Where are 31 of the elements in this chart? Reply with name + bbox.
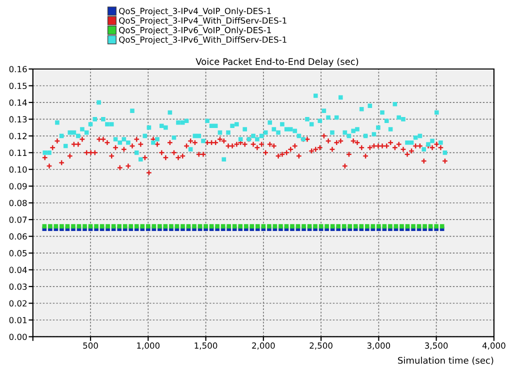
x-tick-label: 500 [83,342,98,349]
x-tick-label: 4,000 [482,342,506,350]
legend-label: QoS_Project_3-IPv4_VoIP_Only-DES-1 [119,8,271,16]
y-tick-label: 0.02 [9,300,27,307]
y-tick-label: 0.07 [9,216,27,223]
y-tick-label: 0.15 [9,82,27,90]
x-axis-title: Simulation time (sec) [398,356,494,365]
chart-title: Voice Packet End-to-End Delay (sec) [196,58,358,67]
y-tick-label: 0.13 [9,116,27,122]
y-tick-label: 0.11 [9,150,27,156]
x-tick-label: 1,000 [137,342,160,350]
legend-label: QoS_Project_3-IPv6_With_DiffServ-DES-1 [119,36,286,45]
y-tick-label: 0.03 [9,284,27,290]
x-tick-label: 3,500 [425,342,448,350]
legend-label: QoS_Project_3-IPv6_VoIP_Only-DES-1 [119,26,271,36]
y-tick-label: 0.10 [9,166,27,173]
y-tick-label: 0.14 [9,99,27,106]
y-tick-label: 0.05 [9,250,27,256]
x-tick-label: 3,000 [367,342,390,350]
y-tick-label: 0.08 [9,200,27,206]
x-tick-label: 2,500 [310,342,332,350]
y-tick-label: 0.00 [9,334,27,340]
y-tick-label: 0.06 [9,233,27,240]
y-tick-label: 0.12 [9,132,27,140]
y-tick-label: 0.09 [9,183,27,190]
x-tick-label: 1,500 [194,342,218,350]
y-tick-label: 0.01 [9,316,27,324]
y-tick-label: 0.04 [9,266,27,274]
legend-label: QoS_Project_3-IPv4_With_DiffServ-DES-1 [119,17,286,26]
x-tick-label: 2,000 [252,342,275,350]
y-tick-label: 0.16 [9,66,27,72]
